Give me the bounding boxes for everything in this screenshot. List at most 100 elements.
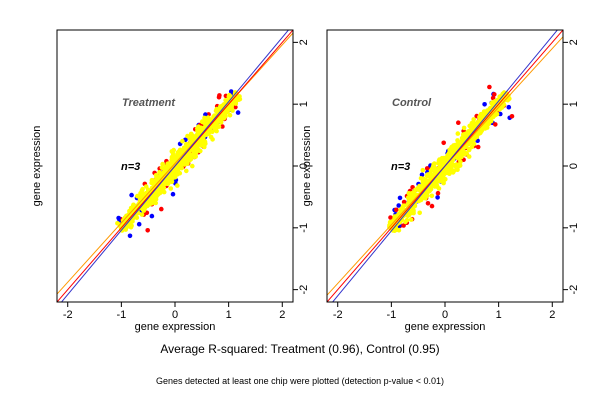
yellow-point <box>214 125 220 130</box>
yellow-point <box>424 173 430 179</box>
yellow-point <box>150 200 155 206</box>
yellow-point <box>404 217 410 223</box>
yellow-point <box>192 149 197 154</box>
yellow-point <box>462 131 468 137</box>
yellow-point <box>469 144 475 150</box>
yellow-point <box>169 157 174 163</box>
red-point <box>441 140 447 146</box>
yellow-point <box>443 176 448 182</box>
yellow-point <box>461 151 466 157</box>
yellow-point <box>473 133 479 138</box>
yellow-point <box>175 172 180 177</box>
yellow-point <box>481 113 486 119</box>
yellow-point <box>150 195 156 201</box>
yellow-point <box>440 163 445 168</box>
red-point <box>435 190 441 196</box>
yellow-point <box>445 152 451 158</box>
yellow-point <box>466 131 471 137</box>
y-tick-label: -2 <box>568 285 580 295</box>
yellow-point <box>432 161 437 166</box>
scatter-figure: -2 -1 0 1 2 -2 -1 0 1 2 gene expression gene expres… <box>31 29 580 333</box>
yellow-point <box>185 156 190 161</box>
yellow-point <box>208 134 214 140</box>
red-point <box>159 206 164 212</box>
yellow-point <box>461 125 467 131</box>
y-tick-label: 1 <box>298 101 310 107</box>
yellow-point <box>192 154 197 160</box>
yellow-point <box>180 138 185 144</box>
yellow-point <box>210 129 215 134</box>
y-tick-label: -1 <box>568 223 580 233</box>
yellow-point <box>139 188 145 193</box>
r-squared-summary: Average R-squared: Treatment (0.96), Con… <box>160 342 440 356</box>
blue-point <box>506 104 512 110</box>
sample-count: n=3 <box>121 161 140 173</box>
yellow-point <box>222 110 228 115</box>
yellow-point <box>128 205 134 211</box>
yellow-point <box>443 169 448 175</box>
panel-title: Control <box>392 97 432 109</box>
yellow-point <box>184 168 189 174</box>
yellow-point <box>168 186 174 191</box>
yellow-point <box>175 183 180 188</box>
yellow-point <box>166 163 172 169</box>
red-point <box>145 228 150 233</box>
yellow-point <box>401 203 407 208</box>
red-point <box>456 120 461 125</box>
yellow-point <box>466 154 472 159</box>
yellow-point <box>434 180 439 185</box>
yellow-point <box>406 212 412 218</box>
yellow-point <box>196 125 202 130</box>
red-point <box>475 144 481 150</box>
blue-point <box>127 233 133 239</box>
red-point <box>394 207 399 213</box>
y-tick-label: 2 <box>568 39 580 45</box>
y-tick-label: 0 <box>568 163 580 169</box>
red-point <box>492 92 497 97</box>
blue-point <box>129 192 134 198</box>
detection-note: Genes detected at least one chip were pl… <box>156 376 444 386</box>
scatter-panel-1: -2 -1 0 1 2 -2 -1 0 1 2 gene expression gene expres… <box>31 29 310 333</box>
blue-point <box>397 195 403 201</box>
blue-point <box>116 215 121 221</box>
blue-point <box>498 111 503 117</box>
x-tick-label: 1 <box>226 309 232 321</box>
red-point <box>425 201 431 206</box>
yellow-point <box>398 207 403 213</box>
yellow-point <box>201 138 206 143</box>
yellow-point <box>481 109 487 114</box>
red-point <box>429 203 435 209</box>
blue-point <box>136 221 142 227</box>
yellow-point <box>459 138 465 144</box>
yellow-point <box>123 217 128 222</box>
red-point <box>388 215 393 220</box>
y-tick-label: -1 <box>298 223 310 233</box>
yellow-point <box>398 212 404 218</box>
yellow-point <box>139 212 145 217</box>
yellow-point <box>418 176 424 181</box>
yellow-point <box>436 159 442 165</box>
yellow-point <box>430 166 435 171</box>
yellow-point <box>214 119 219 125</box>
yellow-point <box>164 180 170 186</box>
yellow-point <box>159 165 165 170</box>
blue-point <box>435 195 440 200</box>
yellow-point <box>447 171 452 176</box>
y-tick-label: -2 <box>298 285 310 295</box>
x-tick-label: 1 <box>496 309 502 321</box>
yellow-point <box>171 147 176 153</box>
yellow-point <box>454 167 460 172</box>
x-tick-label: -2 <box>333 309 343 321</box>
yellow-point <box>153 200 158 206</box>
blue-point <box>235 110 241 115</box>
yellow-point <box>484 125 490 130</box>
yellow-point <box>227 112 233 118</box>
yellow-point <box>470 120 476 125</box>
yellow-point <box>452 147 458 153</box>
x-tick-label: -1 <box>386 309 396 321</box>
yellow-point <box>160 161 165 167</box>
yellow-point <box>174 163 180 168</box>
fit-line-3 <box>60 30 290 302</box>
red-point <box>401 223 406 228</box>
yellow-point <box>469 124 475 129</box>
